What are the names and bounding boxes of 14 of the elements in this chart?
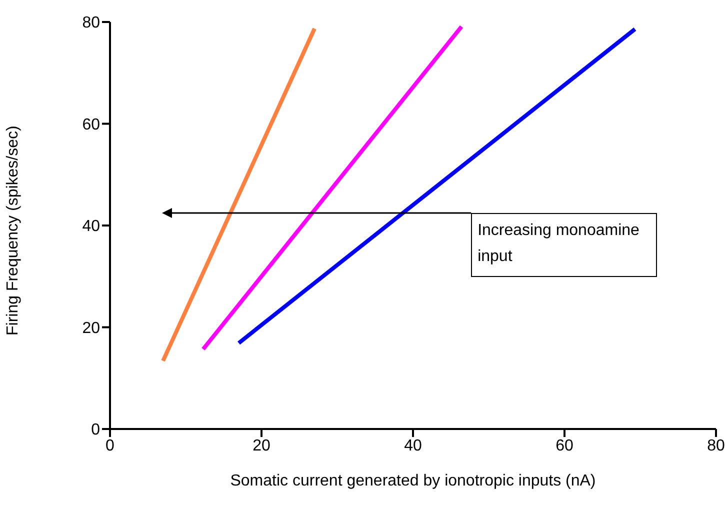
x-tick-label: 80 bbox=[707, 437, 725, 454]
note-box: Increasing monoamine input bbox=[470, 213, 657, 278]
x-tick-label: 20 bbox=[252, 437, 270, 454]
annotation: Increasing monoamine input bbox=[478, 222, 640, 266]
x-tick-label: 60 bbox=[556, 437, 574, 454]
y-tick-label: 40 bbox=[82, 218, 100, 236]
y-axis-title: Firing Frequency (spikes/sec) bbox=[4, 126, 22, 336]
y-tick-label: 80 bbox=[82, 14, 100, 32]
y-tick-label: 20 bbox=[82, 320, 100, 337]
y-tick-label: 60 bbox=[82, 116, 100, 134]
x-axis-title: Somatic current generated by ionotropic inputs (nA) bbox=[230, 472, 596, 490]
y-tick-label: 0 bbox=[91, 422, 100, 439]
x-tick-label: 0 bbox=[106, 437, 115, 454]
x-tick-label: 40 bbox=[404, 437, 422, 454]
